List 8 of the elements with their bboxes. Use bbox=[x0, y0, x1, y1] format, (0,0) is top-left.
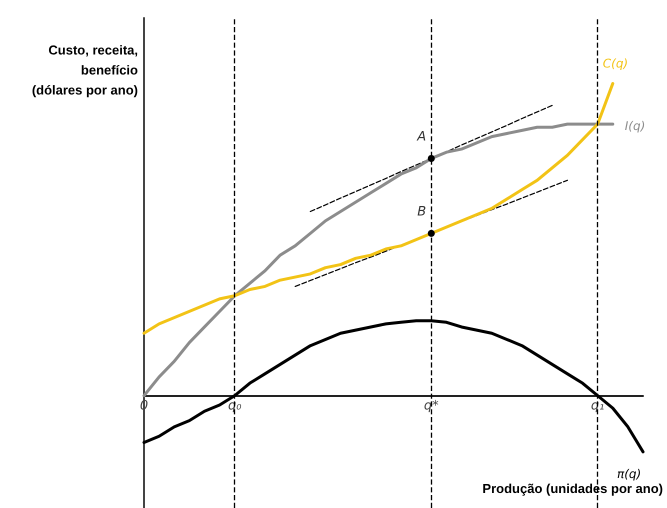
x-tick-label: q* bbox=[424, 398, 440, 414]
annotation: B bbox=[417, 204, 426, 220]
x-axis-title: Produção (unidades por ano) bbox=[482, 481, 664, 496]
series-label: C(q) bbox=[602, 56, 628, 71]
annotation: A bbox=[416, 129, 426, 144]
series-label: I(q) bbox=[624, 119, 646, 134]
y-axis-title: Custo, receita, benefício (dólares por ano) bbox=[32, 42, 138, 98]
series-label: π(q) bbox=[617, 466, 642, 481]
